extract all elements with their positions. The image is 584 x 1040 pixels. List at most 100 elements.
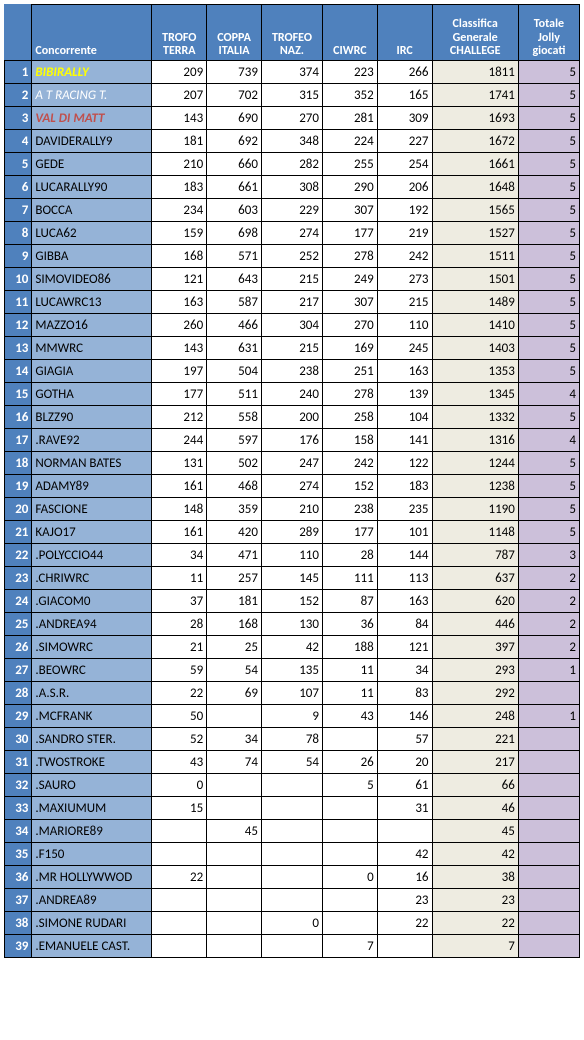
cell-ciwrc: 224 [323,130,378,153]
cell-gen: 1410 [432,314,518,337]
cell-ciwrc: 242 [323,452,378,475]
cell-terra [152,935,207,958]
cell-naz: 107 [261,682,322,705]
cell-naz: 215 [261,268,322,291]
cell-terra: 161 [152,521,207,544]
cell-ciwrc: 43 [323,705,378,728]
cell-naz: 200 [261,406,322,429]
cell-ciwrc: 87 [323,590,378,613]
cell-gen: 1811 [432,61,518,84]
cell-coppa: 661 [207,176,262,199]
cell-coppa: 502 [207,452,262,475]
cell-coppa: 511 [207,383,262,406]
cell-coppa: 25 [207,636,262,659]
cell-jolly: 1 [518,705,579,728]
cell-coppa [207,797,262,820]
cell-gen: 7 [432,935,518,958]
table-row: 34.MARIORE894545 [5,820,580,843]
cell-irc: 266 [377,61,432,84]
cell-gen: 446 [432,613,518,636]
cell-terra: 207 [152,84,207,107]
cell-jolly [518,774,579,797]
cell-rank: 9 [5,245,32,268]
cell-naz: 152 [261,590,322,613]
cell-rank: 37 [5,889,32,912]
cell-name: .MCFRANK [32,705,152,728]
cell-gen: 66 [432,774,518,797]
cell-coppa: 359 [207,498,262,521]
cell-irc: 20 [377,751,432,774]
cell-naz: 110 [261,544,322,567]
table-row: 29.MCFRANK509431462481 [5,705,580,728]
cell-name: .MAXIUMUM [32,797,152,820]
cell-rank: 18 [5,452,32,475]
cell-name: FASCIONE [32,498,152,521]
cell-naz: 210 [261,498,322,521]
cell-rank: 10 [5,268,32,291]
cell-name: DAVIDERALLY9 [32,130,152,153]
cell-name: BLZZ90 [32,406,152,429]
cell-gen: 46 [432,797,518,820]
cell-ciwrc: 278 [323,383,378,406]
cell-jolly [518,935,579,958]
table-row: 19ADAMY8916146827415218312385 [5,475,580,498]
cell-irc: 139 [377,383,432,406]
cell-rank: 12 [5,314,32,337]
cell-terra: 11 [152,567,207,590]
header-irc: IRC [377,5,432,61]
cell-naz: 308 [261,176,322,199]
cell-ciwrc: 169 [323,337,378,360]
cell-rank: 25 [5,613,32,636]
cell-gen: 1332 [432,406,518,429]
cell-name: SIMOVIDEO86 [32,268,152,291]
cell-terra [152,889,207,912]
cell-irc: 31 [377,797,432,820]
cell-rank: 3 [5,107,32,130]
cell-irc: 23 [377,889,432,912]
cell-coppa [207,889,262,912]
cell-jolly: 5 [518,61,579,84]
cell-naz [261,843,322,866]
cell-naz: 215 [261,337,322,360]
cell-jolly [518,751,579,774]
header-jolly: Totale Jolly giocati [518,5,579,61]
cell-gen: 1565 [432,199,518,222]
cell-ciwrc: 11 [323,659,378,682]
table-row: 4DAVIDERALLY918169234822422716725 [5,130,580,153]
cell-terra: 131 [152,452,207,475]
cell-jolly: 5 [518,452,579,475]
table-row: 6LUCARALLY9018366130829020616485 [5,176,580,199]
table-row: 9GIBBA16857125227824215115 [5,245,580,268]
cell-terra: 163 [152,291,207,314]
cell-ciwrc: 278 [323,245,378,268]
table-header: Concorrente TROFO TERRA COPPA ITALIA TRO… [5,5,580,61]
cell-naz [261,797,322,820]
cell-ciwrc: 249 [323,268,378,291]
cell-rank: 36 [5,866,32,889]
cell-terra: 22 [152,866,207,889]
header-coppa: COPPA ITALIA [207,5,262,61]
cell-ciwrc: 26 [323,751,378,774]
table-row: 5GEDE21066028225525416615 [5,153,580,176]
cell-rank: 26 [5,636,32,659]
cell-terra: 177 [152,383,207,406]
cell-jolly: 5 [518,360,579,383]
cell-rank: 4 [5,130,32,153]
table-row: 18NORMAN BATES13150224724212212445 [5,452,580,475]
cell-name: .EMANUELE CAST. [32,935,152,958]
cell-terra [152,843,207,866]
cell-coppa: 466 [207,314,262,337]
cell-rank: 28 [5,682,32,705]
cell-naz [261,889,322,912]
cell-naz: 0 [261,912,322,935]
cell-jolly: 5 [518,521,579,544]
cell-irc: 122 [377,452,432,475]
cell-coppa [207,705,262,728]
cell-naz [261,935,322,958]
cell-name: A T RACING T. [32,84,152,107]
cell-jolly: 5 [518,245,579,268]
cell-gen: 292 [432,682,518,705]
cell-gen: 1238 [432,475,518,498]
cell-jolly: 2 [518,636,579,659]
table-row: 17.RAVE9224459717615814113164 [5,429,580,452]
